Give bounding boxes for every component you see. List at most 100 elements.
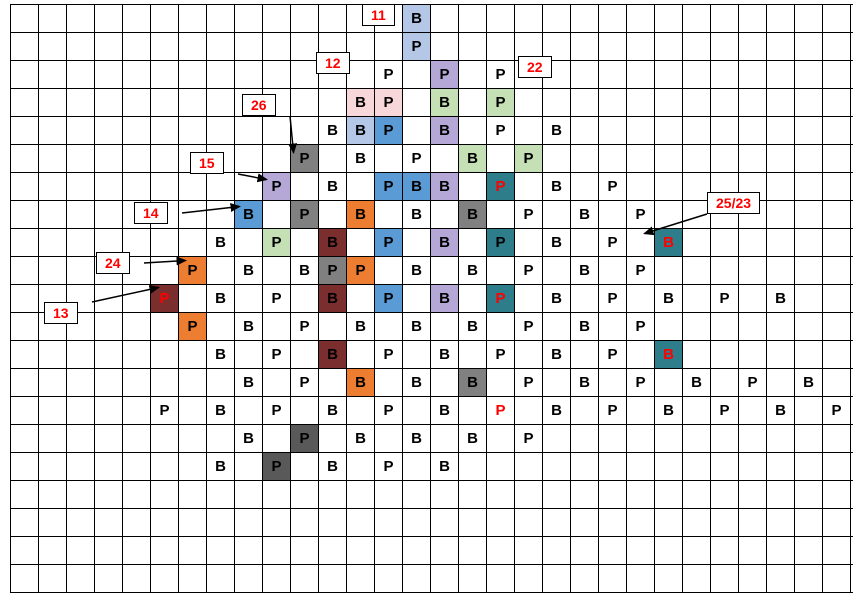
grid-cell [151,341,179,369]
grid-cell [571,173,599,201]
grid-cell: B [431,285,459,313]
grid-cell: P [599,341,627,369]
grid-cell [263,565,291,593]
grid-cell [319,509,347,537]
grid-cell [795,397,823,425]
grid-cell [319,369,347,397]
grid-cell [823,425,851,453]
grid-cell: B [459,201,487,229]
grid-cell [823,313,851,341]
grid-cell: P [375,61,403,89]
grid-cell [627,425,655,453]
grid-cell [683,117,711,145]
grid-cell [207,425,235,453]
grid-cell [571,61,599,89]
grid-cell [599,481,627,509]
grid-cell [431,425,459,453]
grid-cell [375,565,403,593]
grid-cell [291,565,319,593]
grid-cell [711,33,739,61]
grid-cell [543,509,571,537]
grid-cell [487,313,515,341]
grid-cell: P [403,145,431,173]
grid-cell [179,509,207,537]
grid-cell [347,341,375,369]
grid-cell [11,425,39,453]
grid-cell [123,173,151,201]
grid-cell [347,285,375,313]
grid-cell: P [403,33,431,61]
grid-cell: B [347,425,375,453]
grid-cell [179,369,207,397]
grid-cell [767,229,795,257]
grid-cell [123,89,151,117]
grid-cell [11,509,39,537]
grid-cell [683,61,711,89]
grid-cell [67,369,95,397]
grid-cell: P [375,89,403,117]
grid-cell [67,565,95,593]
grid-cell: P [263,285,291,313]
grid-cell [823,341,851,369]
grid-cell: B [347,369,375,397]
grid-cell [95,369,123,397]
grid-cell [67,537,95,565]
grid-cell [459,341,487,369]
grid-cell [123,313,151,341]
grid-cell: P [375,117,403,145]
grid-cell [123,509,151,537]
grid-cell [39,117,67,145]
grid-cell [487,509,515,537]
grid-cell [263,145,291,173]
grid-cell [711,565,739,593]
grid-cell [767,61,795,89]
grid-cell [655,481,683,509]
grid-cell [375,201,403,229]
grid-cell [599,117,627,145]
grid-cell [39,369,67,397]
grid-cell [67,145,95,173]
grid-cell [571,117,599,145]
grid-cell [571,481,599,509]
grid-cell [767,453,795,481]
grid-cell [67,481,95,509]
grid-cell [739,341,767,369]
grid-cell: P [515,425,543,453]
grid-cell: B [431,117,459,145]
grid-cell [683,5,711,33]
grid-cell [123,537,151,565]
grid-cell [151,425,179,453]
grid-cell: B [235,201,263,229]
grid-cell: P [291,425,319,453]
grid-cell [515,565,543,593]
grid-cell: P [487,89,515,117]
grid-cell [739,509,767,537]
grid-cell: B [347,313,375,341]
grid-cell [739,481,767,509]
grid-cell [711,145,739,173]
grid-cell [767,5,795,33]
grid-cell [431,537,459,565]
grid-cell [599,453,627,481]
grid-cell [655,5,683,33]
grid-cell [291,341,319,369]
grid-cell: P [515,313,543,341]
grid-cell [11,201,39,229]
grid-cell [179,5,207,33]
grid-cell [95,341,123,369]
grid-cell [235,537,263,565]
grid-cell [179,397,207,425]
grid-cell [291,453,319,481]
grid-cell [767,537,795,565]
grid-cell: B [319,173,347,201]
grid-cell [123,369,151,397]
grid-cell [515,509,543,537]
grid-cell [571,509,599,537]
grid-cell [347,509,375,537]
grid-cell [683,257,711,285]
grid-cell [543,145,571,173]
grid-cell [403,481,431,509]
grid-cell [263,33,291,61]
grid-cell [739,229,767,257]
grid-cell [95,425,123,453]
